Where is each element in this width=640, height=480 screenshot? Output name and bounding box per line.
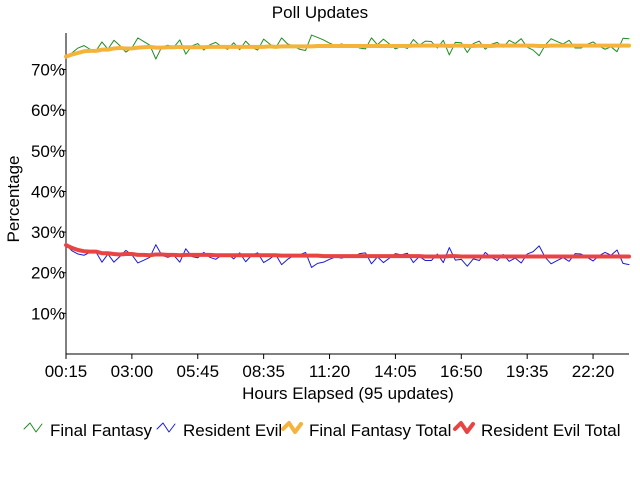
legend-item-label: Resident Evil Total	[481, 421, 621, 440]
y-tick-label: 40%	[31, 182, 65, 201]
chart-title: Poll Updates	[272, 3, 368, 22]
x-axis-label: Hours Elapsed (95 updates)	[242, 384, 454, 403]
x-tick-label: 16:50	[440, 362, 483, 381]
legend: Final Fantasy Resident Evil Final Fantasy …	[23, 421, 621, 440]
y-tick-label: 10%	[31, 304, 65, 323]
legend-item-label: Final Fantasy	[50, 421, 153, 440]
y-tick-label: 60%	[31, 101, 65, 120]
x-tick-label: 14:05	[374, 362, 417, 381]
series-line-final-fantasy-total	[64, 43, 631, 59]
x-tick-label: 11:20	[309, 362, 350, 381]
legend-swatch	[23, 422, 43, 433]
y-tick-label: 20%	[31, 264, 65, 283]
x-tick-label: 03:00	[111, 362, 154, 381]
y-tick-label: 70%	[31, 61, 65, 80]
x-tick-label: 08:35	[242, 362, 285, 381]
legend-item-label: Final Fantasy Total	[309, 421, 451, 440]
y-axis-label: Percentage	[4, 156, 23, 243]
y-tick-label: 30%	[31, 223, 65, 242]
legend-swatch	[281, 421, 303, 434]
y-tick-label: 50%	[31, 142, 65, 161]
legend-swatch	[453, 421, 475, 434]
legend-swatch	[156, 422, 176, 433]
x-tick-label: 19:35	[506, 362, 549, 381]
x-tick-label: 00:15	[45, 362, 88, 381]
x-tick-label: 05:45	[176, 362, 219, 381]
series-line-resident-evil-total	[64, 243, 631, 259]
legend-item-label: Resident Evil	[183, 421, 282, 440]
x-tick-label: 22:20	[572, 362, 615, 381]
plot-area: 10% 20% 30% 40% 50% 60% 70% 00:15 03:00 05:45 08:3…	[31, 33, 631, 381]
